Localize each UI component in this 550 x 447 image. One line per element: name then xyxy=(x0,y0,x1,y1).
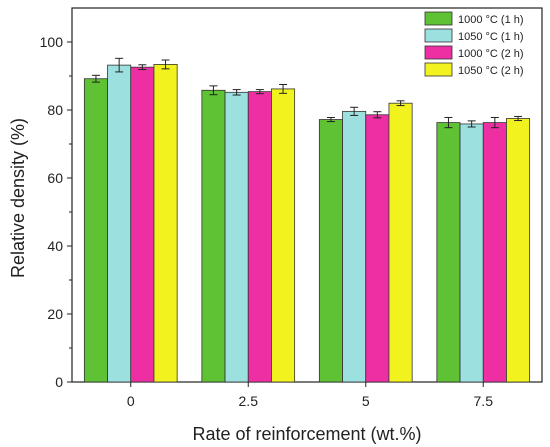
bar-7_5-series-3 xyxy=(506,118,531,383)
bar-0-series-0 xyxy=(83,78,108,383)
plot-area xyxy=(71,7,543,383)
y-axis-title: Relative density (%) xyxy=(8,118,28,278)
bars-layer xyxy=(83,57,531,383)
legend-swatch-1 xyxy=(424,28,453,43)
bar-0-series-3 xyxy=(153,64,178,383)
x-tick-label: 7.5 xyxy=(474,393,494,409)
bar-0-series-1 xyxy=(107,64,132,383)
bar-5-series-0 xyxy=(318,119,343,383)
legend-label-3: 1050 °C (2 h) xyxy=(458,65,524,77)
legend: 1000 °C (1 h) 1050 °C (1 h) 1000 °C (2 h) 1… xyxy=(424,11,524,77)
axes-layer: 0 2.5 5 7.5 0 20 40 60 80 100 xyxy=(40,34,494,409)
bar-0-series-2 xyxy=(130,66,155,383)
legend-swatch-0 xyxy=(424,11,453,26)
x-tick-label: 5 xyxy=(362,393,370,409)
y-tick-label: 60 xyxy=(47,170,63,186)
bar-2_5-series-2 xyxy=(247,91,272,383)
legend-label-0: 1000 °C (1 h) xyxy=(458,14,524,26)
x-tick-label: 2.5 xyxy=(239,393,259,409)
bar-7_5-series-0 xyxy=(436,122,461,383)
y-tick-label: 80 xyxy=(47,102,63,118)
bar-7_5-series-2 xyxy=(482,122,507,383)
bar-5-series-3 xyxy=(388,102,413,383)
y-tick-label: 40 xyxy=(47,238,63,254)
bar-2_5-series-0 xyxy=(201,89,226,383)
bar-7_5-series-1 xyxy=(459,123,484,383)
plot-frame xyxy=(71,7,543,383)
x-tick-label: 0 xyxy=(127,393,135,409)
bar-2_5-series-1 xyxy=(224,91,249,383)
y-tick-label: 20 xyxy=(47,306,63,322)
y-tick-label: 100 xyxy=(40,34,64,50)
bar-2_5-series-3 xyxy=(271,88,296,383)
legend-label-1: 1050 °C (1 h) xyxy=(458,31,524,43)
x-axis-title: Rate of reinforcement (wt.%) xyxy=(192,424,421,444)
legend-swatch-2 xyxy=(424,45,453,60)
bar-5-series-1 xyxy=(342,110,367,383)
legend-label-2: 1000 °C (2 h) xyxy=(458,48,524,60)
legend-swatch-3 xyxy=(424,62,453,77)
y-tick-label: 0 xyxy=(55,374,63,390)
bar-5-series-2 xyxy=(365,114,390,383)
